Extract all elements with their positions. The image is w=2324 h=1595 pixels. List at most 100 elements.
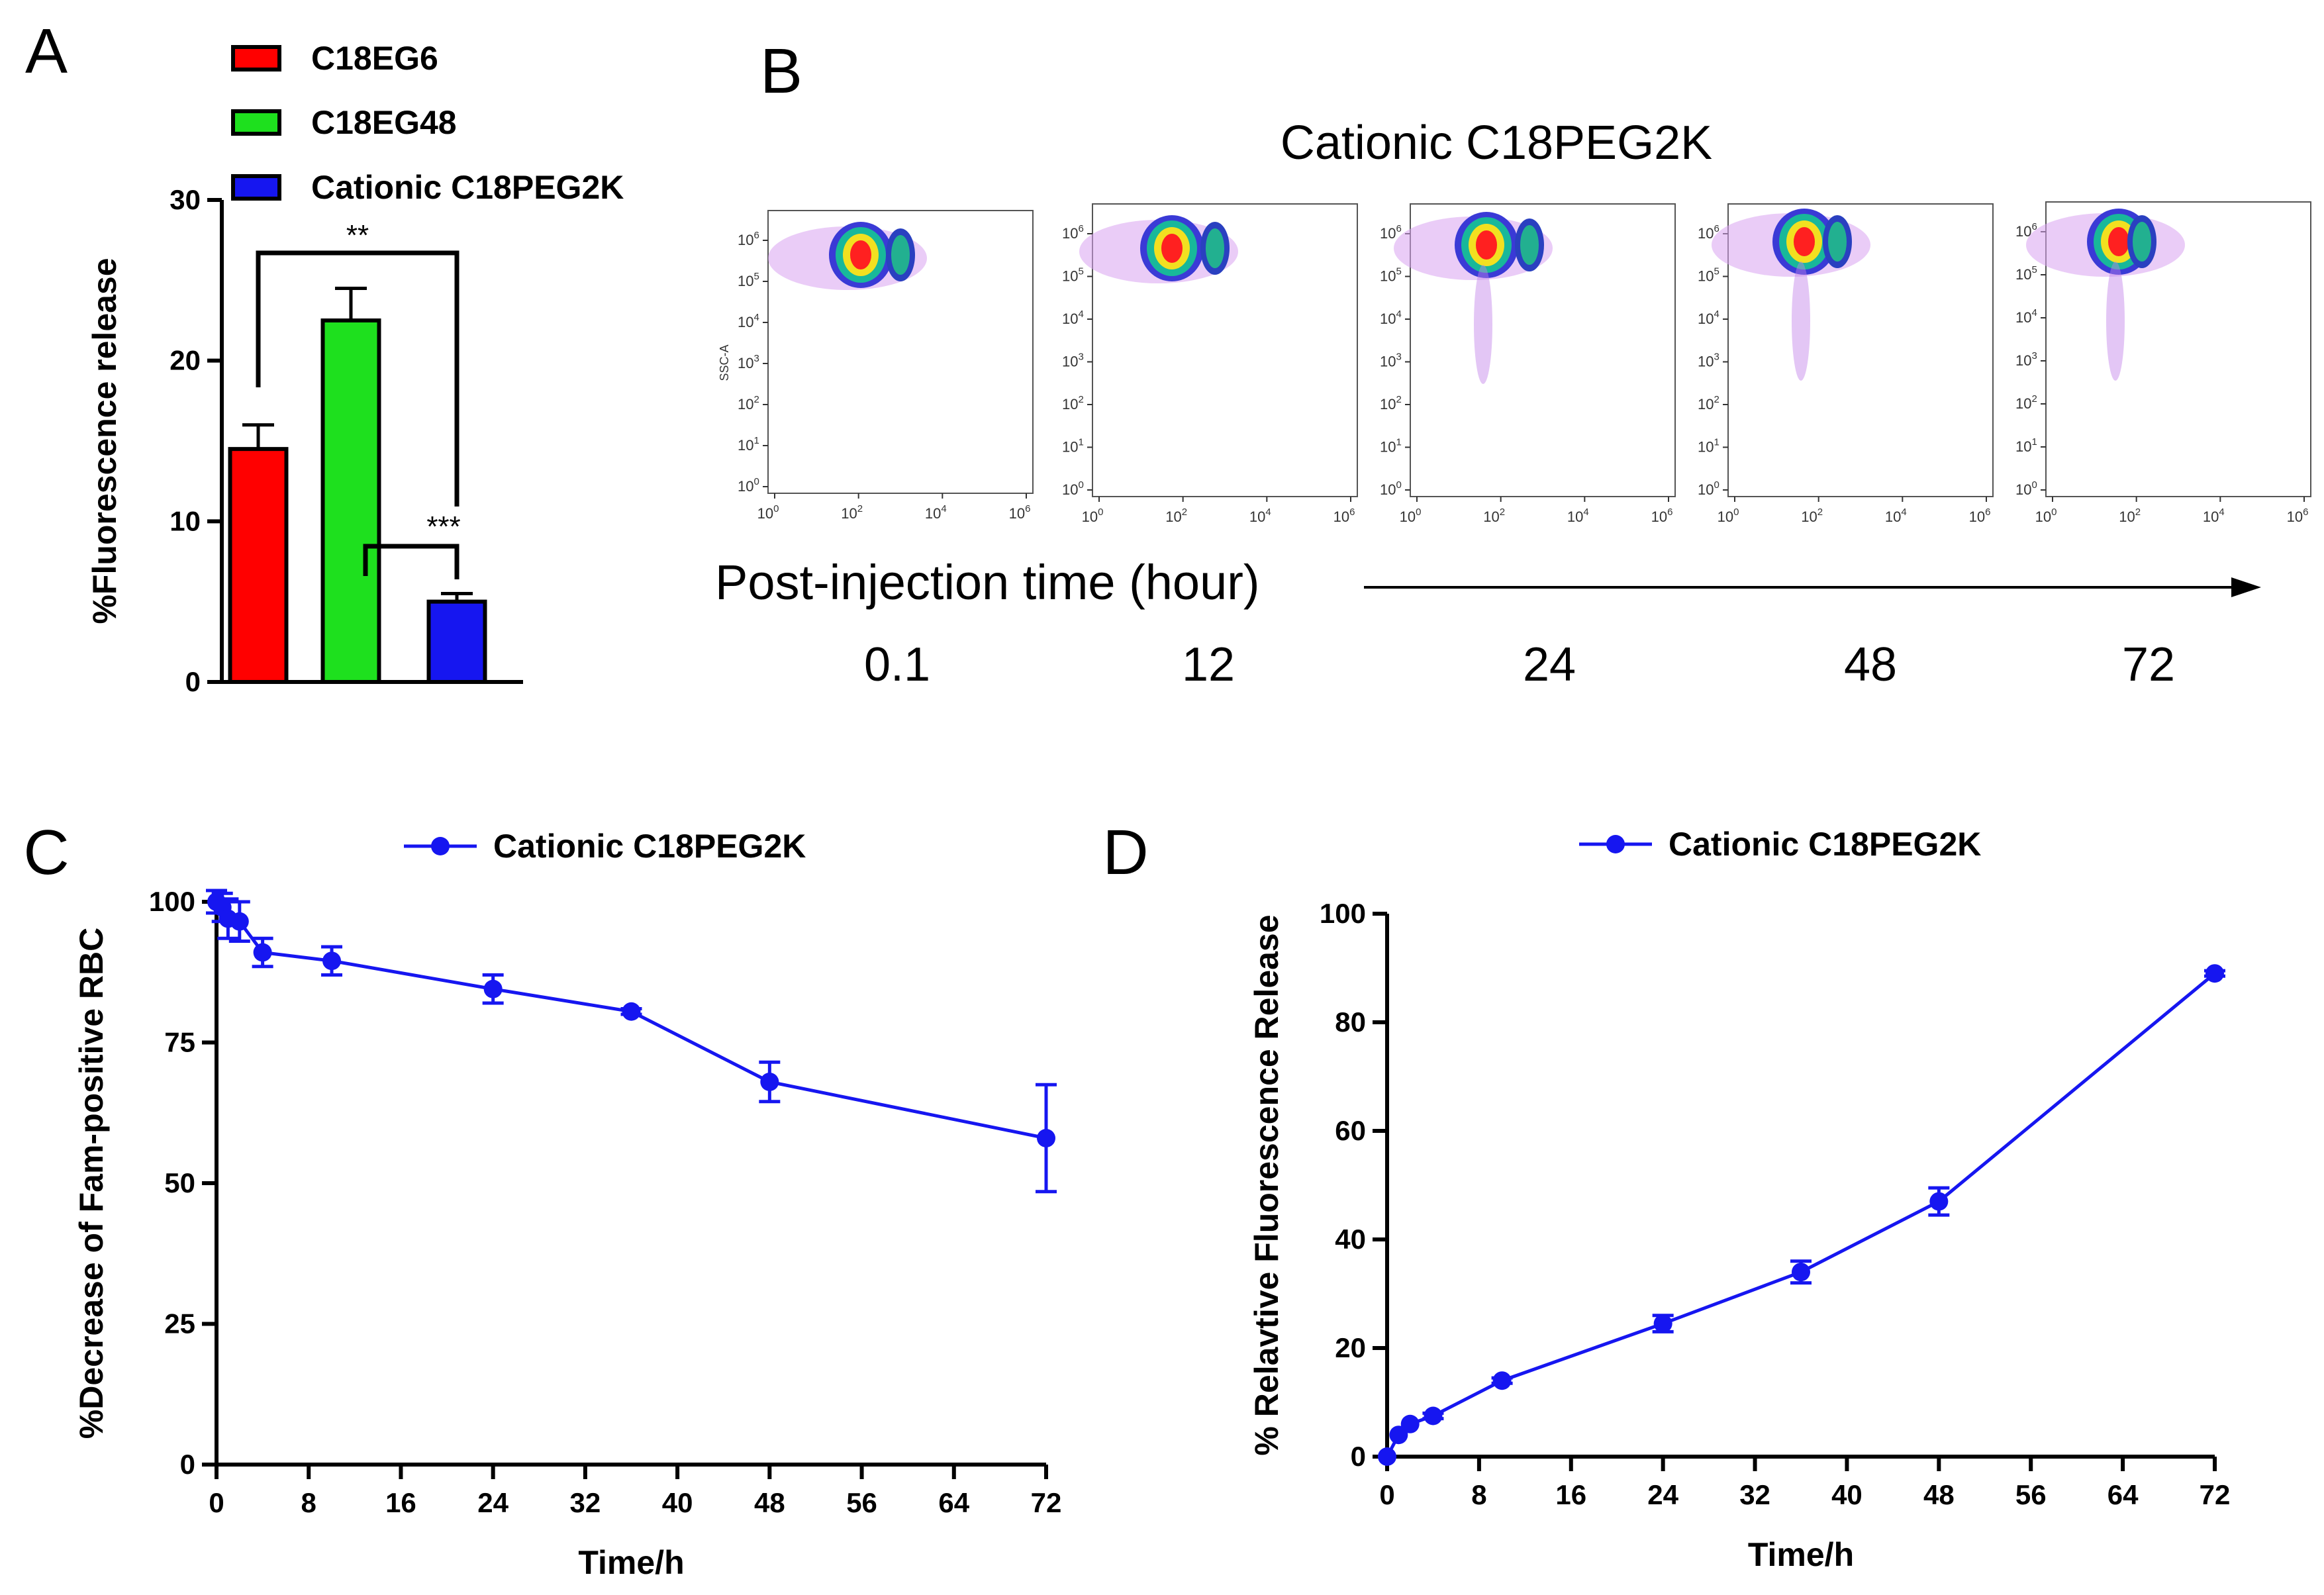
x-tick-label: 64 xyxy=(938,1487,969,1518)
facs-x-tick-label: 106 xyxy=(1333,507,1355,525)
data-point xyxy=(1400,1414,1420,1433)
x-tick-label: 48 xyxy=(1923,1479,1955,1510)
panel-letter-d: D xyxy=(1102,817,1148,888)
legend-label: Cationic C18PEG2K xyxy=(493,828,806,865)
facs-x-tick-label: 102 xyxy=(1483,507,1505,525)
bar-3 xyxy=(426,599,487,685)
facs-x-tick-label: 104 xyxy=(2203,507,2225,525)
data-point xyxy=(1929,1192,1949,1211)
facs-x-tick-exp: 2 xyxy=(1182,507,1187,518)
panel-d: D 0 20 40 60 80 100 0 8 16 24 32 40 48 56 64 72 Time/h % R… xyxy=(1102,817,2230,1573)
facs-y-tick-exp: 2 xyxy=(1714,394,1719,405)
facs-y-tick-exp: 4 xyxy=(1078,309,1083,320)
facs-density-peak xyxy=(2108,227,2129,256)
facs-x-tick-label: 104 xyxy=(1249,507,1271,525)
facs-x-tick-label: 102 xyxy=(841,503,863,522)
panel-letter-a: A xyxy=(25,16,68,87)
facs-x-tick-exp: 4 xyxy=(1901,507,1906,518)
facs-y-tick-exp: 5 xyxy=(1396,266,1401,277)
legend-label-3: Cationic C18PEG2K xyxy=(311,169,624,206)
facs-y-tick-label: 101 xyxy=(1062,437,1084,456)
facs-y-tick-label: 104 xyxy=(2015,307,2037,326)
facs-y-tick-exp: 5 xyxy=(753,271,759,282)
facs-x-tick-label: 100 xyxy=(1082,507,1104,525)
facs-density-second-inner xyxy=(1520,225,1539,265)
facs-y-tick-label: 105 xyxy=(1698,266,1719,285)
legend-swatch-1 xyxy=(231,45,281,72)
x-tick-label: 56 xyxy=(2015,1479,2047,1510)
data-point xyxy=(1792,1263,1810,1282)
facs-y-tick-label: 101 xyxy=(1380,437,1402,456)
facs-y-tick-exp: 1 xyxy=(1714,437,1719,448)
facs-x-tick-exp: 4 xyxy=(1265,507,1271,518)
data-point xyxy=(1492,1371,1512,1390)
y-axis-label: % Relavtive Fluorescence Release xyxy=(1248,914,1285,1455)
x-tick-label: 16 xyxy=(1555,1479,1586,1510)
facs-y-tick-exp: 6 xyxy=(1396,223,1401,234)
facs-y-tick-exp: 6 xyxy=(1078,223,1083,234)
timepoint-label-5: 72 xyxy=(2122,638,2175,691)
x-tick-label: 72 xyxy=(1031,1487,1062,1518)
x-tick-label: 16 xyxy=(385,1487,416,1518)
facs-y-tick-label: 100 xyxy=(1380,479,1402,498)
facs-density-second-inner xyxy=(1828,222,1847,262)
legend-marker xyxy=(431,837,450,855)
timepoint-label-1: 0.1 xyxy=(864,638,930,691)
facs-y-axis-label: SSC-A xyxy=(718,344,731,381)
facs-y-tick-exp: 2 xyxy=(2031,393,2037,405)
facs-y-tick-label: 106 xyxy=(738,230,759,248)
data-point xyxy=(2205,964,2224,983)
facs-x-tick-label: 100 xyxy=(1400,507,1422,525)
facs-density-peak xyxy=(850,240,871,269)
facs-x-tick-label: 102 xyxy=(1165,507,1187,525)
facs-x-tick-exp: 0 xyxy=(2051,507,2057,518)
facs-y-tick-exp: 3 xyxy=(1714,352,1719,363)
x-tick-label: 32 xyxy=(1739,1479,1770,1510)
facs-y-tick-label: 105 xyxy=(1062,266,1084,285)
y-tick-label-a: 20 xyxy=(169,345,201,376)
facs-x-tick-label: 106 xyxy=(1651,507,1673,525)
facs-x-tick-label: 106 xyxy=(2287,507,2309,525)
facs-y-tick-label: 102 xyxy=(738,394,759,412)
facs-density-second-inner xyxy=(2133,222,2151,262)
x-tick-label: 56 xyxy=(846,1487,877,1518)
data-point xyxy=(230,912,249,931)
facs-density-peak xyxy=(1476,230,1497,260)
data-point xyxy=(483,979,503,998)
x-tick-label: 0 xyxy=(209,1487,224,1518)
facs-tail xyxy=(1792,262,1810,381)
facs-y-tick-label: 104 xyxy=(1698,309,1719,327)
facs-y-tick-label: 103 xyxy=(1062,352,1084,370)
facs-x-tick-label: 102 xyxy=(2119,507,2141,525)
facs-y-tick-label: 106 xyxy=(1062,223,1084,242)
legend-swatch-2 xyxy=(231,109,281,136)
facs-y-tick-label: 105 xyxy=(738,271,759,289)
x-axis-label: Time/h xyxy=(1748,1536,1854,1573)
timepoint-label-2: 12 xyxy=(1182,638,1235,691)
y-tick-label: 0 xyxy=(1351,1441,1366,1472)
y-tick-label: 25 xyxy=(164,1308,195,1339)
time-arrow-head xyxy=(2231,577,2261,597)
x-tick-label: 48 xyxy=(754,1487,785,1518)
data-point xyxy=(622,1002,641,1021)
facs-y-tick-label: 102 xyxy=(1062,394,1084,412)
facs-density-second-inner xyxy=(891,235,910,275)
facs-x-tick-exp: 0 xyxy=(773,503,779,514)
bar-2 xyxy=(320,318,381,684)
facs-y-tick-label: 104 xyxy=(1380,309,1402,327)
y-axis-label: %Decrease of Fam-positive RBC xyxy=(73,928,110,1439)
facs-x-tick-exp: 2 xyxy=(1817,507,1823,518)
data-point xyxy=(1424,1406,1443,1426)
facs-y-tick-exp: 2 xyxy=(1078,394,1083,405)
x-tick-label: 8 xyxy=(301,1487,316,1518)
facs-y-tick-exp: 1 xyxy=(2031,436,2037,448)
panel-letter-b: B xyxy=(760,36,802,107)
bar-1 xyxy=(228,447,289,685)
x-tick-label: 24 xyxy=(1647,1479,1678,1510)
y-tick-label: 0 xyxy=(180,1449,195,1480)
legend-marker xyxy=(1606,835,1625,853)
